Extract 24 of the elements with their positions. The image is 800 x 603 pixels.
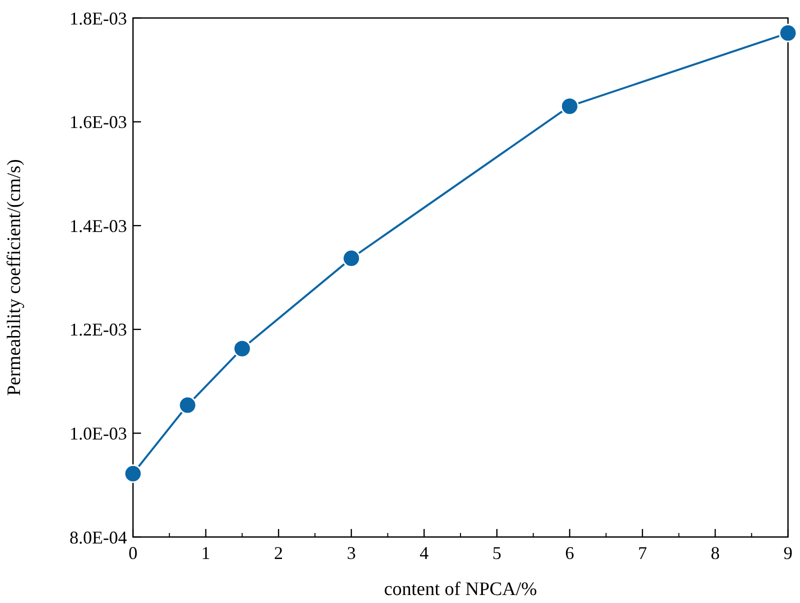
point [342,249,361,268]
x-tick-label: 7 [638,543,647,563]
y-tick-label: 8.0E-04 [70,527,127,548]
y-tick-label: 1.4E-03 [70,216,127,236]
point [232,339,252,358]
y-tick-label: 1.6E-03 [70,112,127,132]
x-tick-label: 0 [128,543,138,563]
x-tick-label: 3 [346,543,356,563]
y-tick-label: 1.2E-03 [70,320,127,340]
point [178,396,197,414]
x-tick-label: 2 [274,543,284,563]
x-tick-label: 4 [420,543,429,563]
point [560,96,579,116]
x-tick-label: 1 [201,543,210,563]
y-tick-label: 1.0E-03 [70,424,127,444]
y-axis-title: Permeability coefficient/(cm/s) [4,159,25,396]
y-tick-label: 1.8E-03 [70,8,127,28]
x-tick-label: 9 [784,543,792,563]
x-tick-label: 8 [710,543,720,563]
x-tick-label: 6 [565,543,574,563]
point [124,464,142,483]
point [778,24,798,42]
x-axis-title: content of NPCA/% [384,579,538,600]
x-tick-label: 5 [492,543,502,563]
